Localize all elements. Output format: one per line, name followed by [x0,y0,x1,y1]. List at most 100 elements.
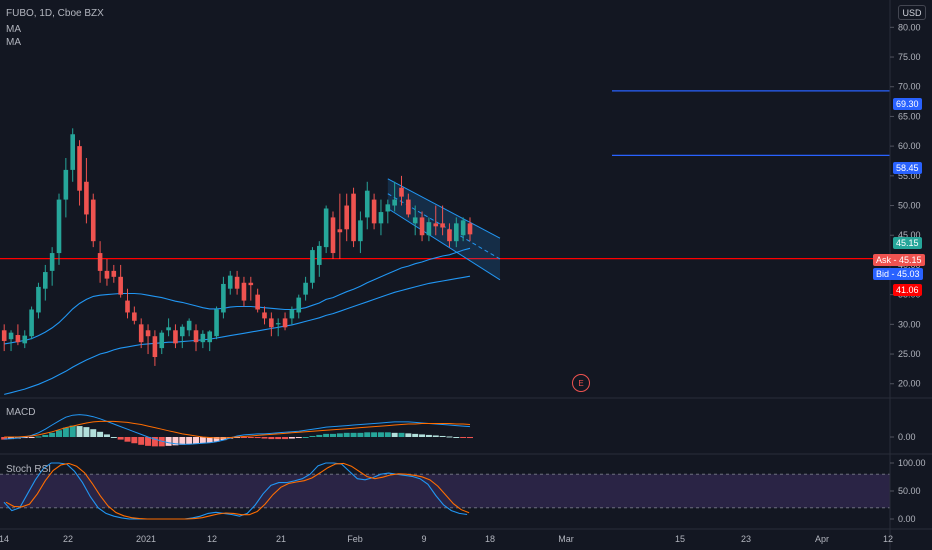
macd-histogram-bar [330,433,336,437]
time-axis-label: 2021 [136,534,156,544]
candle [310,247,315,289]
candle-body [84,181,89,215]
candle [138,318,144,349]
time-axis-label: 23 [741,534,751,544]
ma-legend-2[interactable]: MA [6,37,21,48]
candle [255,288,260,313]
candle [330,211,336,259]
candle [447,223,452,248]
candle [159,330,165,355]
candle-body [467,223,473,235]
macd-histogram-bar [90,429,97,437]
candle [317,241,322,277]
macd-histogram-bar [138,437,145,445]
bid-badge: Bid - 45.03 [873,268,923,280]
price-tick-label: 70.00 [898,82,921,92]
candle [104,258,110,286]
candle-body [97,253,103,271]
ask-prefix: Ask [876,255,892,265]
candle [49,247,55,286]
macd-histogram-bar [151,437,158,447]
macd-histogram-bar [288,437,295,439]
stoch-d-line [5,462,470,520]
macd-histogram-bar [295,437,302,439]
macd-line [4,414,471,445]
candle-body [282,318,288,328]
candle [419,211,425,242]
ma-legend-1[interactable]: MA [6,24,21,35]
candle-body [337,229,343,233]
candle [358,211,363,254]
time-axis-label: 18 [485,534,495,544]
candle-body [49,253,55,271]
channel-upper [387,178,501,239]
bid-prefix: Bid [876,269,890,279]
candle-body [152,336,158,358]
candle-body [193,330,199,343]
macd-histogram-bar [261,437,268,439]
macd-histogram-bar [467,437,473,439]
candle-body [200,333,206,343]
macd-histogram-bar [343,432,350,437]
macd-histogram-bar [83,427,90,437]
time-axis-label: Feb [347,534,363,544]
candle-body [132,312,137,321]
earnings-marker[interactable]: E [572,374,590,392]
macd-histogram-bar [398,432,405,437]
candle [29,306,34,340]
candle [173,324,178,349]
candle [36,282,41,319]
candle [344,193,349,242]
macd-histogram-bar [240,437,247,438]
stoch-rsi-legend[interactable]: Stoch RSI [6,464,52,475]
candle [166,318,171,337]
candle-body [138,324,144,343]
price-tick-label: 45.00 [898,230,921,240]
candle-body [269,318,274,328]
macd-histogram-bar [364,432,371,437]
ask-value: 45.15 [899,255,922,265]
macd-histogram-bar [62,427,69,437]
macd-histogram-bar [76,426,83,437]
macd-histogram-bar [110,437,117,438]
candle-body [186,320,192,331]
candle [227,270,233,295]
currency-button[interactable]: USD [898,5,926,20]
hline-label-69: 69.30 [893,98,922,110]
time-axis-label: Mar [558,534,574,544]
candle-body [406,199,411,215]
candle [125,288,130,319]
macd-histogram-bar [97,431,104,437]
candle [364,181,370,230]
candle [152,330,158,366]
candle-body [43,272,48,289]
candle-body [330,217,336,254]
candle [207,330,212,352]
candle-body [207,331,212,343]
time-axis-label: 15 [675,534,685,544]
candle-body [351,193,356,242]
macd-histogram-bar [247,437,254,438]
candle [275,318,281,337]
candle [234,270,240,295]
macd-histogram-bar [391,432,398,437]
candle-body [275,323,281,325]
candle-body [255,294,260,310]
macd-histogram-bar [302,437,309,438]
candle [145,324,151,355]
time-axis-label: 21 [276,534,286,544]
macd-legend[interactable]: MACD [6,407,36,418]
candle-body [227,275,233,289]
time-axis-label: 12 [207,534,217,544]
macd-histogram-bar [165,437,172,446]
hline-label-58: 58.45 [893,162,922,174]
candle [262,306,267,325]
candle [22,330,28,349]
symbol-legend[interactable]: FUBO, 1D, Cboe BZX [6,8,104,19]
candle-body [248,282,254,286]
price-tick-label: 25.00 [898,349,921,359]
candle-body [460,220,466,236]
macd-histogram-bar [460,437,467,438]
candle-body [70,134,75,170]
